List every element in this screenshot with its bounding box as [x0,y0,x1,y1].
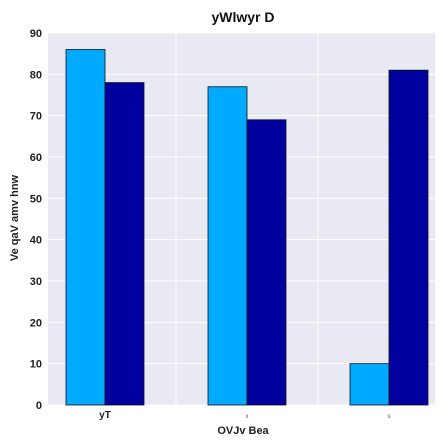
y-axis-ticks: 0 10 20 30 40 50 60 70 80 90 [30,28,42,412]
x-tick-label: s [388,414,391,420]
y-tick-label: 30 [30,276,42,288]
x-tick-label: yT [99,410,111,421]
y-tick-label: 20 [30,317,42,329]
bar-series-1-yT [65,49,106,406]
y-tick-label: 50 [30,193,42,205]
y-tick-label: 90 [30,28,42,40]
y-axis-label: Ve qaV amv hnw [9,174,21,261]
y-tick-label: 70 [30,111,42,123]
x-axis-ticks: yT x s [99,410,390,421]
y-tick-label: 10 [30,359,42,371]
bar-series-2-x [246,119,287,406]
bar-series-2-s [388,69,429,406]
bar-series-1-x [207,86,248,406]
y-tick-label: 0 [36,400,42,412]
x-tick-label: x [246,414,249,420]
y-tick-label: 80 [30,69,42,81]
x-axis-label: OVJv Bea [217,425,269,437]
chart-title: yWlwyr D [211,9,274,25]
bar-series-1-s [349,363,390,406]
bars [65,49,429,406]
y-tick-label: 40 [30,235,42,247]
y-tick-label: 60 [30,152,42,164]
bar-series-2-yT [104,82,145,406]
